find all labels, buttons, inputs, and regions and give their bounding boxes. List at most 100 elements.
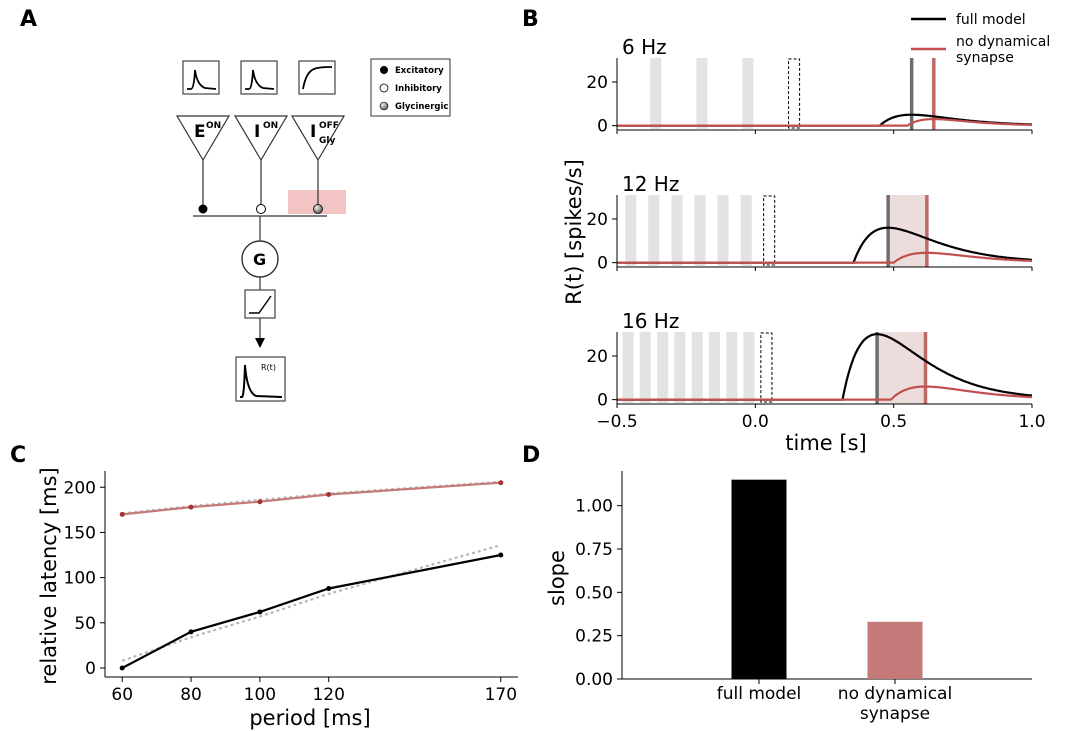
cell-e-on-sup: ON [206,121,221,131]
glycinergic-dot-icon [379,101,389,111]
excitatory-dot-icon [380,66,388,74]
filter-icon-i-on [240,60,278,95]
flash-bar [742,58,754,129]
y-tick-label: 20 [586,73,608,93]
full-model-line [617,113,1032,127]
x-tick-label: full model [717,684,802,704]
legend-no-dynamical-line2: synapse [956,50,1014,66]
no-dynamical-line [617,385,1033,401]
y-tick-label: 0.00 [575,670,613,690]
subplot-1: 0 20 12 Hz [586,172,1033,274]
cell-i-off-gly: I OFF Gly [290,115,346,162]
cell-i-off-sup: OFF [319,121,339,131]
y-tick-label: 0 [597,117,608,137]
x-tick-label: synapse [860,704,930,724]
legend-excitatory: Excitatory [395,66,444,76]
legend-full-model-label: full model [956,12,1026,28]
panel-c-marks [119,480,504,671]
y-tick-label: 0.25 [575,627,613,647]
full-model-line [121,553,502,669]
full-model-point [188,629,194,635]
bar-no-dynamical [867,621,923,679]
flash-bar [726,332,738,403]
y-tick-label: 200 [64,478,96,498]
synapse-inhibitory-icon [256,204,266,214]
y-tick-label: 20 [586,210,608,230]
output-rate-icon: R(t) [235,356,286,402]
x-tick-label: 0.0 [742,412,769,432]
x-tick-label: 1.0 [1018,412,1045,432]
cell-e-on-label: E [194,122,206,142]
no-dynamical-line [617,118,1032,127]
panel-d-slope-bars: 0.00 0.25 0.50 0.75 1.00 full model no dynamic… [545,471,1032,724]
no-dynamical-point [498,480,504,486]
panel-b-ylabel: R(t) [spikes/s] [562,159,586,305]
full-model-point [257,609,263,615]
full-model-fit [121,544,502,662]
panel-letter-c: C [10,443,26,468]
panel-b-xlabel: time [s] [785,431,866,455]
panel-b-x-axis: −0.5 0.0 0.5 1.0 [596,412,1045,432]
x-tick-label: 60 [111,685,133,705]
y-tick-label: 20 [586,347,608,367]
y-tick-label: 100 [64,569,96,589]
cell-i-on-sup: ON [263,121,278,131]
panel-letter-d: D [522,443,540,468]
omitted-flash [763,195,776,266]
panel-d-ylabel: slope [545,550,569,606]
subplot-title: 12 Hz [622,172,679,196]
filter-icon-i-off-gly [298,60,336,95]
flash-bar [648,195,660,266]
latency-shade [877,332,926,404]
flash-bar [650,58,662,129]
y-tick-label: 150 [64,523,96,543]
x-tick-label: 80 [180,685,202,705]
subplot-0: 0 20 6 Hz [586,35,1033,137]
nonlinearity-icon [244,289,276,319]
flash-bar [740,195,752,266]
x-tick-label: 120 [312,685,344,705]
subplot-title: 16 Hz [622,309,679,333]
cell-e-on: E ON [175,115,231,162]
x-tick-label: 0.5 [880,412,907,432]
omitted-flash [788,58,801,129]
y-tick-label: 0.75 [575,540,613,560]
cell-type-legend: Excitatory Inhibitory Glycinergic [370,58,451,117]
flash-bar [691,332,703,403]
flash-bar [708,332,720,403]
synapse-excitatory-icon [198,204,208,214]
cell-i-on-label: I [254,122,260,142]
ganglion-cell: G [241,240,279,278]
panel-letter-a: A [20,7,37,32]
flash-bar [717,195,729,266]
inhibitory-dot-icon [379,83,389,93]
flash-bar [622,332,634,403]
full-model-point [326,585,332,591]
y-tick-label: 50 [74,614,96,634]
x-tick-label: 170 [485,685,517,705]
x-tick-label: −0.5 [596,412,637,432]
legend-no-dynamical-label: no dynamical synapse [956,34,1055,66]
full-model-point [498,552,504,558]
flash-bar [657,332,669,403]
output-rate-label: R(t) [261,363,276,372]
ganglion-label: G [253,250,266,269]
legend-glycinergic: Glycinergic [395,102,448,112]
subplot-2: 0 20 16 Hz [586,309,1033,411]
no-dynamical-point [326,491,332,497]
panel-d-axes: 0.00 0.25 0.50 0.75 1.00 full model no dynamic… [575,471,1032,724]
flash-bar [639,332,651,403]
arrow-head-icon [255,338,265,348]
x-tick-label: no dynamical [838,684,952,704]
legend-no-dynamical-line1: no dynamical [956,34,1050,50]
synapse-glycinergic-icon [313,204,323,214]
panel-d-marks [731,479,923,679]
legend-inhibitory: Inhibitory [395,84,442,94]
x-tick-label: 100 [244,685,276,705]
cell-i-off-sub: Gly [319,136,335,146]
full-model-point [119,665,125,671]
filter-icon-e-on [182,60,220,95]
panel-c-ylabel: relative latency [ms] [37,467,61,685]
